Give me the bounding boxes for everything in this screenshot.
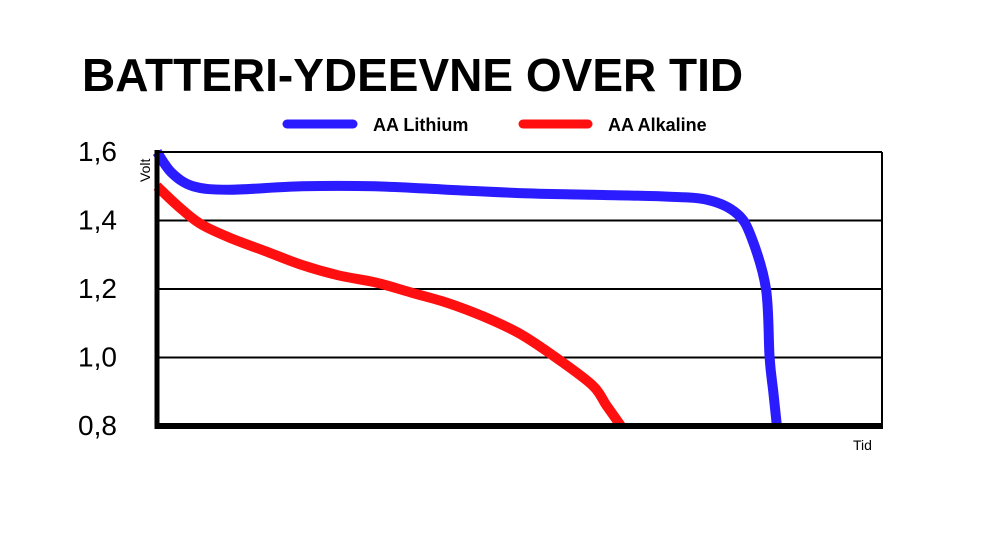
y-axis-label: Volt: [137, 159, 153, 182]
y-tick-labels: 1,6 1,4 1,2 1,0 0,8: [78, 136, 117, 441]
series-layer: [152, 149, 782, 429]
series-line-1: [153, 182, 626, 429]
y-tick-label-1: 1,4: [78, 205, 117, 236]
y-tick-label-2: 1,2: [78, 273, 117, 304]
y-tick-label-4: 0,8: [78, 410, 117, 441]
chart-title: BATTERI-YDEEVNE OVER TID: [82, 49, 743, 101]
legend: AA Lithium AA Alkaline: [282, 115, 707, 135]
x-axis-label: Tid: [853, 437, 872, 453]
y-tick-label-0: 1,6: [78, 136, 117, 167]
y-tick-label-3: 1,0: [78, 342, 117, 373]
series-line-0: [152, 149, 782, 427]
axes: [154, 150, 883, 429]
legend-label-1: AA Alkaline: [608, 115, 707, 135]
legend-label-0: AA Lithium: [373, 115, 468, 135]
